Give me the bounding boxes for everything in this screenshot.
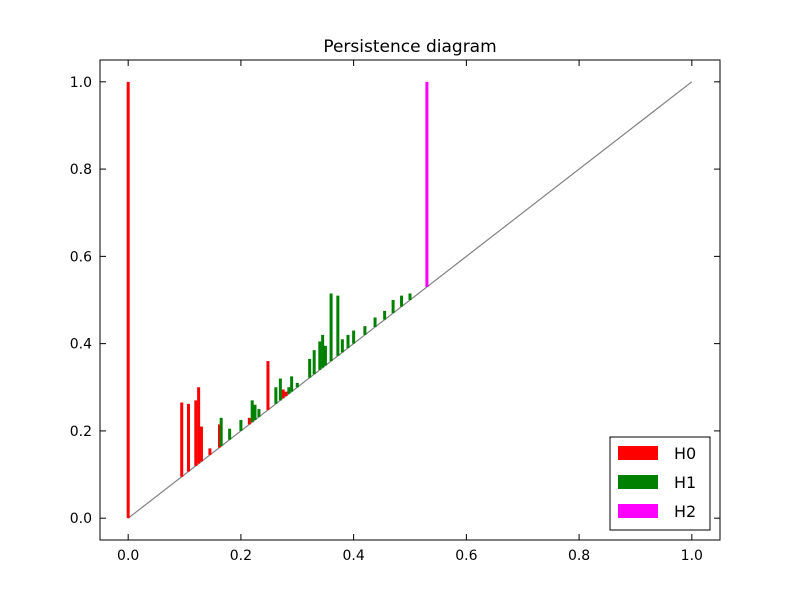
x-tick-label: 0.8 xyxy=(568,548,590,564)
y-tick-label: 0.8 xyxy=(70,162,92,178)
y-axis: 0.0 0.2 0.4 0.6 0.8 1.0 xyxy=(70,75,720,527)
bars-layer xyxy=(126,81,429,519)
legend-label-h0: H0 xyxy=(674,444,696,463)
y-tick-label: 0.6 xyxy=(70,249,92,265)
legend-swatch-h2 xyxy=(618,504,658,518)
x-tick-label: 0.4 xyxy=(343,548,365,564)
plot-area xyxy=(126,81,693,519)
x-tick-label: 0.2 xyxy=(230,548,252,564)
chart-title: Persistence diagram xyxy=(323,37,496,57)
x-tick-label: 0.6 xyxy=(455,548,477,564)
y-tick-label: 0.0 xyxy=(70,511,92,527)
y-tick-label: 1.0 xyxy=(70,75,92,91)
x-tick-label: 1.0 xyxy=(681,548,703,564)
legend: H0 H1 H2 xyxy=(609,436,711,531)
x-axis: 0.0 0.2 0.4 0.6 0.8 1.0 xyxy=(117,60,703,564)
plot-frame xyxy=(99,59,721,541)
y-tick-label: 0.4 xyxy=(70,337,92,353)
legend-swatch-h1 xyxy=(618,475,658,489)
legend-label-h2: H2 xyxy=(674,502,696,521)
x-tick-label: 0.0 xyxy=(117,548,139,564)
legend-swatch-h0 xyxy=(618,446,658,460)
y-tick-label: 0.2 xyxy=(70,424,92,440)
legend-label-h1: H1 xyxy=(674,473,696,492)
